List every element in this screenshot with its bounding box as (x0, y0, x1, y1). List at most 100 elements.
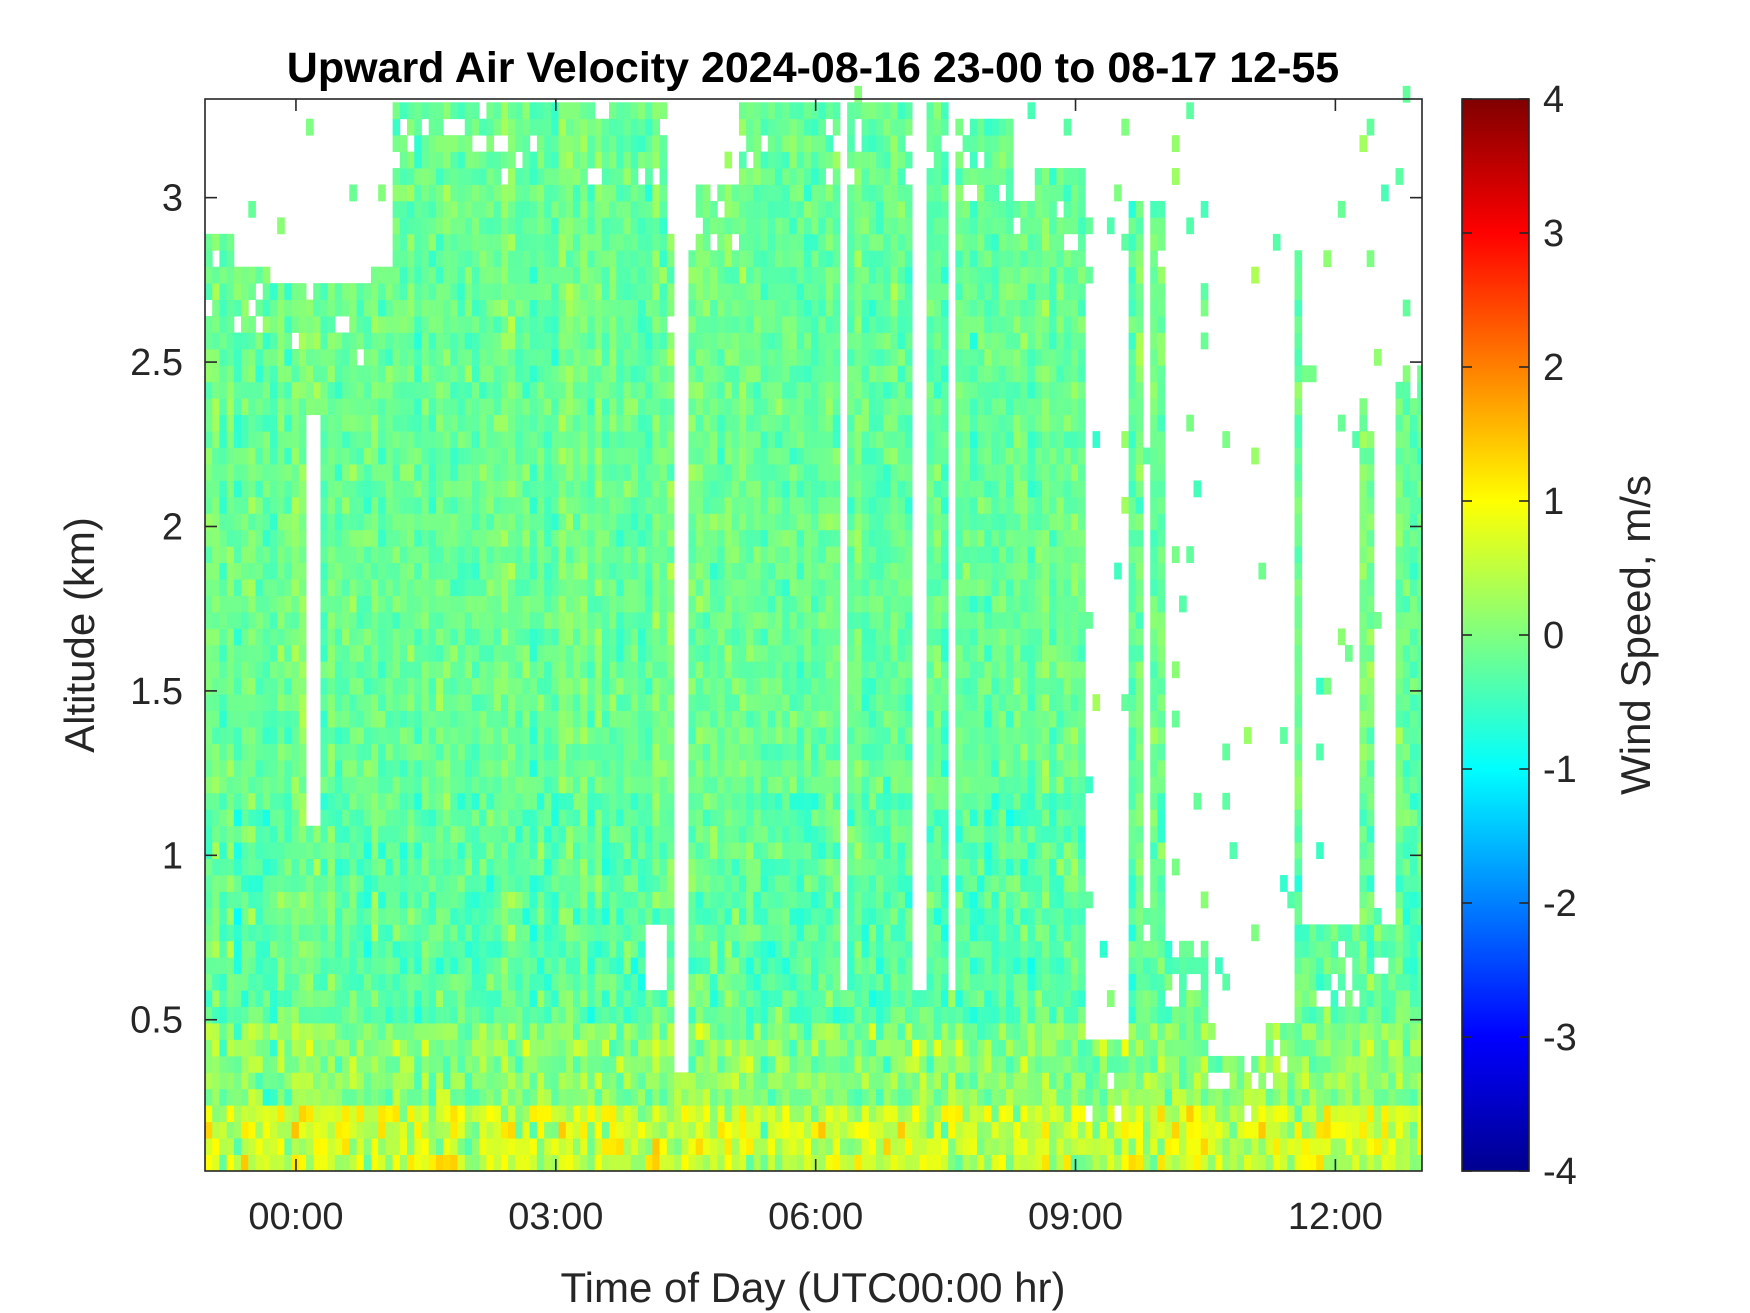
heatmap-cell (356, 644, 365, 662)
heatmap-cell (414, 661, 422, 679)
heatmap-cell (212, 776, 220, 794)
heatmap-cell (486, 743, 495, 761)
heatmap-cell (753, 924, 761, 942)
heatmap-cell (515, 200, 523, 218)
heatmap-cell (421, 464, 430, 481)
heatmap-cell (370, 661, 379, 679)
heatmap-cell (565, 727, 574, 744)
heatmap-cell (623, 825, 632, 843)
heatmap-cell (551, 398, 559, 416)
heatmap-cell (558, 825, 567, 843)
heatmap-cell (219, 1006, 228, 1024)
heatmap-cell (565, 546, 574, 564)
heatmap-cell (385, 1023, 393, 1040)
heatmap-cell (738, 266, 747, 284)
heatmap-cell (659, 299, 668, 317)
heatmap-cell (746, 365, 754, 383)
heatmap-cell (508, 858, 516, 876)
heatmap-cell (313, 990, 321, 1007)
heatmap-cell (407, 611, 415, 629)
heatmap-cell (717, 1039, 725, 1057)
heatmap-cell (767, 875, 776, 892)
heatmap-cell (421, 776, 430, 794)
heatmap-cell (731, 1023, 740, 1040)
heatmap-cell (349, 1039, 357, 1057)
heatmap-cell (407, 875, 415, 892)
heatmap-cell (313, 398, 321, 416)
heatmap-cell (471, 217, 480, 235)
heatmap-cell (385, 447, 393, 465)
heatmap-cell (811, 217, 819, 235)
heatmap-cell (572, 299, 581, 317)
heatmap-cell (536, 727, 545, 744)
heatmap-cell (327, 858, 336, 876)
heatmap-cell (616, 990, 624, 1007)
heatmap-cell (659, 135, 668, 153)
heatmap-cell (435, 891, 444, 909)
heatmap-cell (428, 809, 437, 827)
heatmap-cell (464, 1138, 473, 1155)
heatmap-cell (486, 414, 495, 432)
heatmap-cell (342, 727, 350, 744)
heatmap-cell (803, 1039, 812, 1057)
heatmap-cell (760, 1105, 769, 1123)
heatmap-cell (731, 957, 740, 975)
heatmap-cell (558, 266, 567, 284)
heatmap-cell (515, 332, 523, 350)
heatmap-cell (529, 266, 538, 284)
heatmap-cell (616, 628, 624, 646)
heatmap-cell (775, 250, 783, 268)
heatmap-cell (298, 316, 307, 333)
heatmap-cell (572, 1072, 581, 1090)
heatmap-cell (435, 710, 444, 728)
heatmap-cell (702, 200, 711, 218)
heatmap-cell (789, 776, 798, 794)
heatmap-cell (407, 480, 415, 498)
heatmap-cell (724, 677, 733, 695)
heatmap-cell (536, 661, 545, 679)
heatmap-cell (652, 348, 660, 366)
heatmap-cell (291, 809, 300, 827)
heatmap-cell (269, 283, 278, 300)
heatmap-cell (248, 644, 256, 662)
heatmap-cell (695, 250, 704, 268)
heatmap-cell (277, 431, 285, 448)
heatmap-cell (738, 200, 747, 218)
heatmap-cell (363, 1138, 372, 1155)
heatmap-cell (421, 661, 430, 679)
heatmap-cell (327, 842, 336, 860)
heatmap-cell (486, 431, 495, 448)
heatmap-cell (760, 496, 769, 514)
heatmap-cell (616, 102, 624, 120)
heatmap-cell (796, 1055, 805, 1073)
heatmap-cell (645, 431, 653, 448)
heatmap-cell (616, 907, 624, 925)
heatmap-cell (421, 891, 430, 909)
heatmap-cell (695, 414, 704, 432)
heatmap-cell (370, 891, 379, 909)
heatmap-cell (508, 743, 516, 761)
heatmap-cell (782, 677, 790, 695)
heatmap-cell (241, 365, 249, 383)
heatmap-cell (334, 513, 343, 531)
heatmap-cell (630, 842, 639, 860)
heatmap-cell (645, 858, 653, 876)
heatmap-cell (277, 842, 285, 860)
heatmap-cell (219, 710, 228, 728)
heatmap-cell (666, 233, 675, 251)
heatmap-cell (363, 776, 372, 794)
heatmap-cell (493, 217, 502, 235)
heatmap-cell (443, 348, 451, 366)
heatmap-cell (630, 266, 639, 284)
heatmap-cell (428, 1138, 437, 1155)
heatmap-cell (471, 743, 480, 761)
heatmap-cell (601, 792, 610, 810)
heatmap-cell (479, 250, 487, 268)
heatmap-cell (450, 414, 458, 432)
heatmap-cell (443, 776, 451, 794)
heatmap-cell (298, 842, 307, 860)
heatmap-cell (609, 102, 617, 120)
heatmap-cell (616, 151, 624, 169)
heatmap-cell (464, 102, 473, 120)
heatmap-cell (616, 250, 624, 268)
